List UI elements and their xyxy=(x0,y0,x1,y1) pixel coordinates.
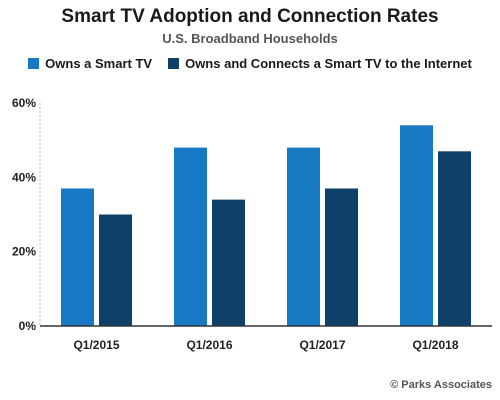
chart-subtitle: U.S. Broadband Households xyxy=(162,31,338,46)
legend-item-owns: Owns a Smart TV xyxy=(28,56,152,71)
chart-title: Smart TV Adoption and Connection Rates xyxy=(61,6,439,27)
legend-item-connects: Owns and Connects a Smart TV to the Inte… xyxy=(168,56,472,71)
x-tick-label: Q1/2018 xyxy=(412,338,458,352)
x-tick-label: Q1/2015 xyxy=(73,338,119,352)
bar-connects xyxy=(99,214,132,326)
bar-connects xyxy=(212,199,245,326)
legend-label-owns: Owns a Smart TV xyxy=(45,56,153,71)
x-tick-label: Q1/2017 xyxy=(299,338,345,352)
bar-owns xyxy=(287,147,320,326)
y-tick-label: 20% xyxy=(12,245,36,259)
bar-connects xyxy=(438,151,471,326)
bar-connects xyxy=(325,188,358,326)
legend: Owns a Smart TV Owns and Connects a Smar… xyxy=(0,56,500,71)
x-tick-label: Q1/2016 xyxy=(186,338,232,352)
bar-owns xyxy=(400,125,433,326)
legend-swatch-connects xyxy=(168,58,180,69)
y-tick-label: 0% xyxy=(19,319,37,333)
y-tick-label: 40% xyxy=(12,170,36,184)
legend-swatch-owns xyxy=(28,58,40,69)
y-tick-label: 60% xyxy=(12,96,36,110)
legend-label-connects: Owns and Connects a Smart TV to the Inte… xyxy=(185,56,472,71)
bar-owns xyxy=(174,147,207,326)
copyright-footer: © Parks Associates xyxy=(390,379,492,391)
bar-owns xyxy=(61,188,94,326)
